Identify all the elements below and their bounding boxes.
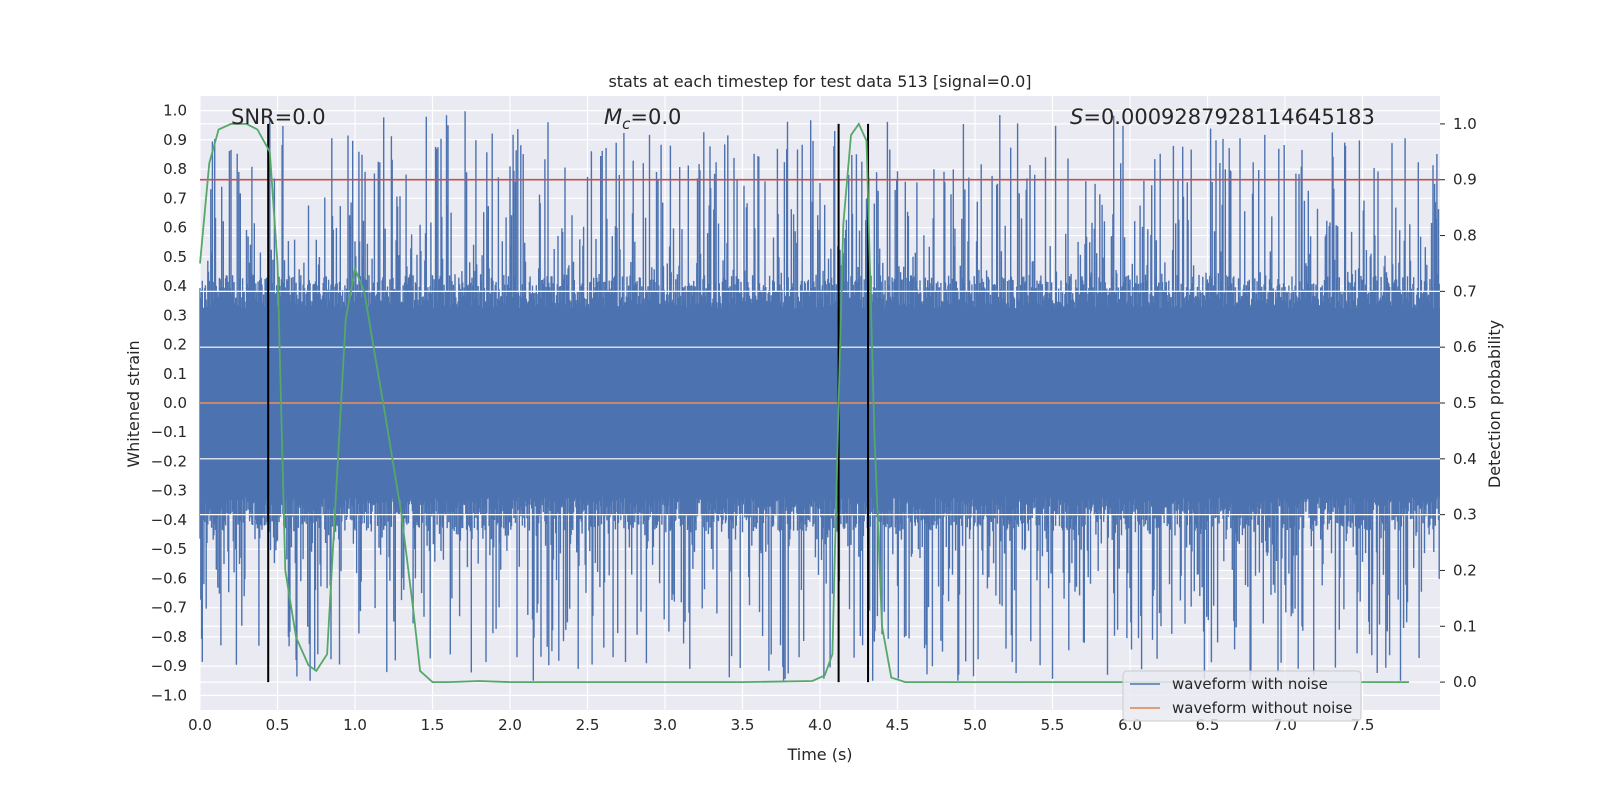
y2-tick-label: 0.9 [1453,171,1477,189]
y-tick-label: −0.4 [151,511,187,529]
y2-tick-label: 0.3 [1453,506,1477,524]
y2-tick-label: 1.0 [1453,115,1477,133]
y2-tick-label: 0.7 [1453,282,1477,300]
y-tick-label: −0.9 [151,657,187,675]
chirp-mass-symbol: M [604,105,622,129]
chart-marks [199,122,1440,683]
x-tick-label: 5.0 [963,716,987,734]
y-axis-label: Whitened strain [124,340,143,467]
y2-tick-label: 0.8 [1453,227,1477,245]
y2-tick-label: 0.0 [1453,673,1477,691]
x-tick-label: 1.0 [343,716,367,734]
y-tick-label: 0.1 [163,365,187,383]
y-tick-label: 0.9 [163,131,187,149]
y-tick-label: −1.0 [151,686,187,704]
x-tick-label: 3.5 [731,716,755,734]
y2-axis-label: Detection probability [1485,320,1504,488]
detection-probability-line [199,122,1409,683]
x-tick-label: 0.5 [266,716,290,734]
y-tick-label: 0.7 [163,189,187,207]
y2-tick-label: 0.1 [1453,617,1477,635]
y-tick-label: −0.7 [151,599,187,617]
x-tick-label: 2.0 [498,716,522,734]
tick-labels: 0.0 0.5 1.0 1.5 2.0 2.5 3.0 3.5 4.0 4.5 5.0 5.5 6.0 6… [151,102,1477,734]
x-tick-label: 4.5 [886,716,910,734]
y-tick-label: 0.2 [163,336,187,354]
x-tick-label: 2.5 [576,716,600,734]
legend-label-noise: waveform with noise [1172,675,1328,693]
legend-box [1122,670,1362,722]
x-axis-label: Time (s) [786,745,852,764]
y2-tick-label: 0.4 [1453,450,1477,468]
legend-label-clean: waveform without noise [1172,699,1352,717]
y-tick-label: −0.6 [151,569,187,587]
chirp-mass-value: =0.0 [630,105,681,129]
s-value: =0.0009287928114645183 [1083,105,1375,129]
y-tick-label: −0.3 [151,482,187,500]
chirp-mass-subscript: c [622,115,631,133]
chirp-mass-annotation: Mc=0.0 [604,105,681,133]
chart-title: stats at each timestep for test data 513… [608,72,1031,91]
y-tick-label: −0.1 [151,423,187,441]
y-tick-label: 0.6 [163,219,187,237]
y-tick-label: 0.4 [163,277,187,295]
y-tick-label: 0.8 [163,160,187,178]
x-tick-label: 4.0 [808,716,832,734]
x-tick-label: 5.5 [1041,716,1065,734]
y-tick-label: −0.5 [151,540,187,558]
x-tick-label: 0.0 [188,716,212,734]
y-tick-label: 1.0 [163,102,187,120]
x-tick-label: 3.0 [653,716,677,734]
x-tick-label: 1.5 [421,716,445,734]
y-tick-label: −0.2 [151,452,187,470]
y2-tick-label: 0.6 [1453,338,1477,356]
y2-tick-label: 0.5 [1453,394,1477,412]
s-symbol: S [1070,105,1083,129]
y-tick-label: 0.5 [163,248,187,266]
s-annotation: S=0.0009287928114645183 [1070,105,1375,129]
legend: waveform with noise waveform without noi… [1122,670,1362,722]
y2-tick-label: 0.2 [1453,561,1477,579]
y-tick-label: 0.3 [163,306,187,324]
y-tick-label: 0.0 [163,394,187,412]
y-tick-label: −0.8 [151,628,187,646]
snr-annotation: SNR=0.0 [231,105,326,129]
